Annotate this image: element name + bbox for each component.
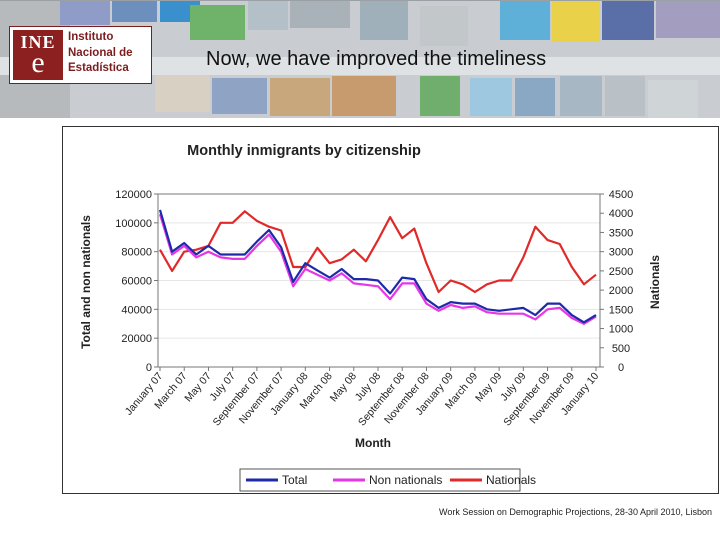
legend-label-nationals: Nationals: [486, 473, 536, 487]
logo-line-1: Instituto: [68, 31, 114, 43]
left-axis-tick-label: 120000: [115, 189, 152, 201]
x-axis-tick-label: May 08: [328, 370, 359, 404]
series-line-nationals: [159, 210, 597, 294]
right-axis-tick-label: 0: [618, 362, 624, 374]
ine-logo-mark: INE e: [13, 30, 63, 80]
ine-logo: INE e Instituto Nacional de Estadística: [9, 26, 152, 84]
series-line-non-nationals: [158, 213, 597, 325]
building-facade-image: [0, 0, 720, 118]
monthly-inmigrants-chart: 0 20000 40000 60000 80000 100000 120000 0 500 10…: [79, 143, 662, 492]
chart-title: Monthly inmigrants by citizenship: [187, 143, 421, 159]
logo-line-2: Nacional de: [68, 46, 133, 59]
right-axis-tick-label: 2000: [609, 285, 633, 297]
right-axis-tick-label: 1000: [609, 324, 633, 336]
left-axis-tick-label: 100000: [115, 218, 152, 230]
right-axis-tick-label: 4000: [609, 208, 633, 220]
right-axis-tick-label: 3500: [609, 227, 633, 239]
right-axis-tick-label: 3000: [609, 247, 633, 259]
x-axis-tick-label: May 09: [473, 370, 504, 404]
legend-label-total: Total: [282, 473, 307, 487]
chart-series: [158, 209, 597, 325]
right-axis-tick-label: 4500: [609, 189, 633, 201]
y-axis-label: Total and non nationals: [79, 215, 93, 349]
left-axis-tick-label: 40000: [121, 304, 152, 316]
left-axis-tick-label: 0: [146, 362, 152, 374]
left-axis-tick-labels: 0 20000 40000 60000 80000 100000 120000: [115, 189, 152, 374]
chart-gridlines: [158, 193, 600, 339]
header-banner: INE e Instituto Nacional de Estadística …: [0, 0, 720, 118]
x-axis-label: Month: [355, 436, 391, 450]
logo-line-3: Estadística: [68, 62, 129, 74]
right-axis-tick-label: 1500: [609, 304, 633, 316]
chart-legend: Total Non nationals Nationals: [239, 468, 536, 492]
y2-axis-label: Nationals: [648, 255, 662, 309]
right-axis-tick-label: 500: [612, 343, 630, 355]
logo-mark-top: INE: [20, 32, 56, 52]
legend-label-non-nationals: Non nationals: [369, 473, 442, 487]
logo-mark-bottom: e: [31, 46, 45, 79]
left-axis-tick-label: 80000: [121, 247, 152, 259]
slide-title: Now, we have improved the timeliness: [206, 48, 547, 70]
right-axis-tick-labels: 0 500 1000 1500 2000 2500 3000 3500 4000 4500: [609, 189, 633, 374]
legend-box: [239, 468, 521, 492]
logo-institution-name: Instituto Nacional de Estadística: [68, 30, 150, 77]
chart-container: 0 20000 40000 60000 80000 100000 120000 0 500 10…: [62, 126, 719, 494]
right-axis-tick-label: 2500: [609, 266, 633, 278]
series-line-total: [158, 209, 597, 324]
slide-footer: Work Session on Demographic Projections,…: [439, 507, 712, 517]
x-axis-tick-label: May 07: [182, 370, 213, 404]
left-axis-tick-label: 60000: [121, 276, 152, 288]
left-axis-tick-label: 20000: [121, 333, 152, 345]
chart-axes: [154, 193, 604, 371]
